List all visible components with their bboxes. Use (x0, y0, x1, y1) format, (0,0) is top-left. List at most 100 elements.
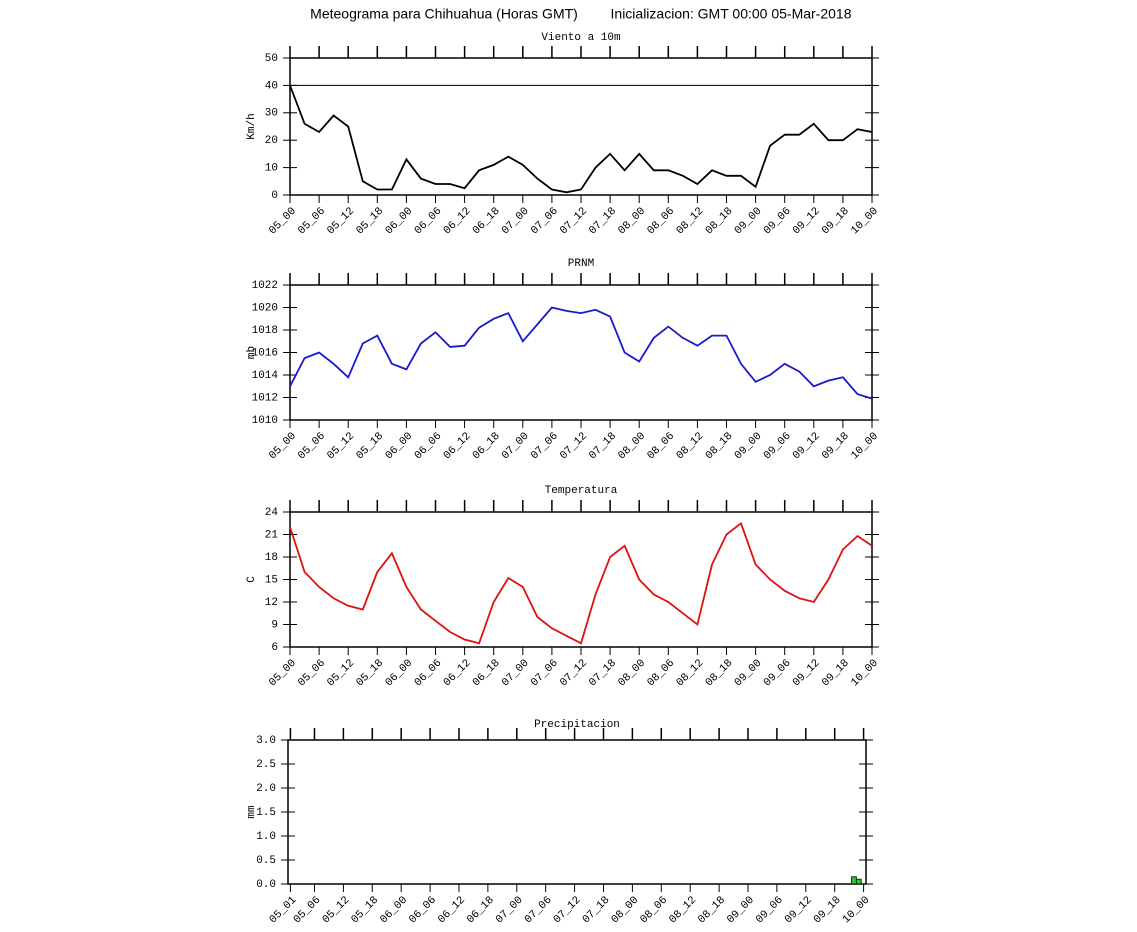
chart-title: PRNM (568, 258, 594, 270)
y-tick-label: 1016 (252, 347, 278, 359)
y-tick-label: 18 (265, 552, 278, 564)
y-tick-label: 15 (265, 574, 278, 586)
x-tick-label: 07_06 (523, 894, 555, 926)
x-tick-label: 09_12 (791, 657, 823, 689)
plot-frame (289, 284, 873, 421)
x-tick-label: 06_18 (471, 205, 503, 237)
bar (855, 878, 862, 885)
y-tick-label: 2.0 (256, 783, 276, 795)
bar (851, 876, 857, 885)
x-tick-label: 06_12 (442, 657, 474, 689)
x-tick-label: 07_12 (558, 657, 590, 689)
x-tick-label: 07_00 (500, 430, 532, 462)
x-tick-label: 07_18 (587, 205, 619, 237)
x-tick-label: 07_12 (552, 894, 584, 926)
x-tick-label: 08_12 (674, 430, 706, 462)
x-tick-label: 05_06 (296, 657, 328, 689)
x-tick-label: 08_06 (645, 205, 677, 237)
y-tick-label: 12 (265, 597, 278, 609)
y-tick-label: 10 (265, 163, 278, 175)
x-tick-label: 08_00 (609, 894, 641, 926)
x-tick-label: 08_06 (638, 894, 670, 926)
x-tick-label: 06_00 (383, 657, 415, 689)
y-tick-label: 50 (265, 53, 278, 65)
x-tick-label: 09_06 (762, 657, 794, 689)
x-tick-label: 05_12 (325, 430, 357, 462)
x-tick-label: 06_06 (413, 657, 445, 689)
y-tick-label: 21 (265, 529, 279, 541)
x-tick-label: 10_00 (841, 894, 873, 926)
x-tick-label: 05_18 (349, 894, 381, 926)
x-tick-label: 08_00 (616, 205, 648, 237)
x-tick-label: 05_06 (296, 205, 328, 237)
y-axis-label: mm (246, 805, 258, 819)
x-tick-label: 08_12 (667, 894, 699, 926)
data-line (289, 521, 873, 645)
x-tick-label: 09_18 (820, 430, 852, 462)
x-tick-label: 06_18 (471, 657, 503, 689)
x-tick-label: 06_06 (407, 894, 439, 926)
y-axis-label: Km/h (246, 113, 258, 139)
x-tick-label: 09_00 (733, 430, 765, 462)
x-tick-label: 06_12 (442, 205, 474, 237)
x-tick-label: 06_00 (378, 894, 410, 926)
x-tick-label: 07_12 (558, 205, 590, 237)
x-tick-label: 06_12 (442, 430, 474, 462)
x-tick-label: 06_06 (413, 205, 445, 237)
page-title: Meteograma para Chihuahua (Horas GMT) (310, 6, 578, 22)
x-tick-label: 06_00 (383, 430, 415, 462)
x-tick-label: 08_06 (645, 430, 677, 462)
y-axis-label: C (246, 576, 258, 583)
x-tick-label: 09_18 (820, 657, 852, 689)
x-tick-label: 08_18 (704, 657, 736, 689)
x-tick-label: 08_12 (674, 657, 706, 689)
chart-title: Precipitacion (534, 719, 620, 731)
x-tick-label: 08_12 (674, 205, 706, 237)
x-tick-label: 06_18 (465, 894, 497, 926)
x-tick-label: 10_00 (849, 205, 881, 237)
x-tick-label: 08_06 (645, 657, 677, 689)
x-tick-label: 07_12 (558, 430, 590, 462)
x-tick-label: 05_12 (325, 205, 357, 237)
y-tick-label: 0.0 (256, 879, 276, 891)
y-tick-label: 1014 (252, 370, 279, 382)
x-tick-label: 07_06 (529, 205, 561, 237)
plot-frame (289, 511, 873, 648)
x-tick-label: 08_18 (704, 430, 736, 462)
y-tick-label: 24 (265, 507, 279, 519)
x-tick-label: 08_00 (616, 430, 648, 462)
x-tick-label: 05_12 (320, 894, 352, 926)
chart-title: Temperatura (545, 485, 618, 497)
y-tick-label: 6 (271, 642, 278, 654)
plot-frame (289, 57, 873, 196)
x-tick-label: 05_06 (292, 894, 324, 926)
x-tick-label: 07_18 (581, 894, 613, 926)
plot-frame (287, 739, 867, 885)
chart-title: Viento a 10m (541, 32, 621, 44)
x-tick-label: 06_00 (383, 205, 415, 237)
x-tick-label: 06_18 (471, 430, 503, 462)
y-tick-label: 3.0 (256, 735, 276, 747)
x-tick-label: 09_12 (791, 205, 823, 237)
x-tick-label: 09_12 (783, 894, 815, 926)
x-tick-label: 07_18 (587, 657, 619, 689)
x-tick-label: 05_06 (296, 430, 328, 462)
y-tick-label: 1018 (252, 325, 278, 337)
x-tick-label: 05_00 (267, 205, 299, 237)
y-tick-label: 0 (271, 190, 278, 202)
y-tick-label: 1.5 (256, 807, 276, 819)
y-tick-label: 9 (271, 619, 278, 631)
x-tick-label: 07_18 (587, 430, 619, 462)
data-line (289, 306, 873, 400)
x-tick-label: 08_18 (696, 894, 728, 926)
y-tick-label: 1010 (252, 415, 278, 427)
x-tick-label: 09_06 (754, 894, 786, 926)
x-tick-label: 09_18 (820, 205, 852, 237)
y-tick-label: 0.5 (256, 855, 276, 867)
x-tick-label: 06_12 (436, 894, 468, 926)
y-tick-label: 1020 (252, 302, 278, 314)
y-tick-label: 40 (265, 80, 278, 92)
x-tick-label: 05_00 (267, 657, 299, 689)
